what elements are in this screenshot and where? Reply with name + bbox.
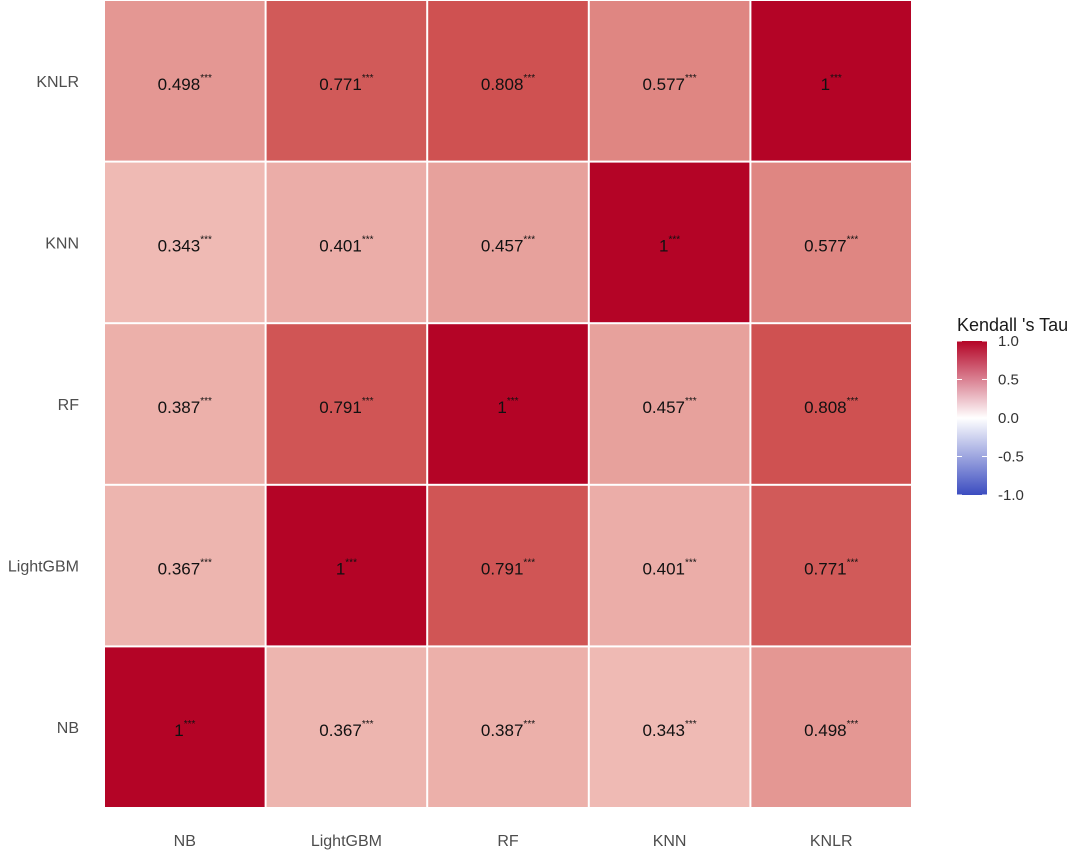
cell-value-label: 0.791*** <box>319 396 373 417</box>
heatmap-cell-knlr-rf: 0.808*** <box>428 1 588 161</box>
y-tick-label-lightgbm: LightGBM <box>8 559 79 576</box>
heatmap-cell-nb-nb: 1*** <box>105 647 265 807</box>
y-tick-label-rf: RF <box>58 397 80 414</box>
cell-value-label: 0.457*** <box>481 234 535 255</box>
y-tick-label-knn: KNN <box>45 235 79 252</box>
heatmap-cell-lightgbm-knlr: 0.771*** <box>751 485 911 646</box>
heatmap-cell-knn-knn: 1*** <box>589 162 750 323</box>
cell-value-label: 1*** <box>659 234 680 255</box>
cell-value-label: 1*** <box>497 396 518 417</box>
heatmap-cell-fill <box>266 324 427 484</box>
cell-value-label: 0.457*** <box>642 396 696 417</box>
cell-value-label: 0.808*** <box>481 73 535 94</box>
heatmap-cell-nb-rf: 0.387*** <box>428 647 588 807</box>
color-legend: Kendall 's Tau 1.0 0.5 0.0 -0.5 -1.0 <box>957 315 1068 504</box>
heatmap-cell-knn-lightgbm: 0.401*** <box>266 162 427 323</box>
cell-value-label: 0.401*** <box>642 558 696 579</box>
x-tick-label-rf: RF <box>497 833 519 850</box>
cell-value-label: 0.498*** <box>804 719 858 740</box>
heatmap-cell-fill <box>589 647 750 807</box>
y-tick-label-nb: NB <box>57 720 79 737</box>
heatmap-cell-fill <box>105 485 265 646</box>
heatmap-cell-fill <box>428 324 588 484</box>
legend-tick-label: -1.0 <box>998 487 1024 504</box>
heatmap-cells: 1*** 0.367*** 0.387*** 0.343*** 0.498*** 0.36… <box>105 1 911 807</box>
heatmap-cell-fill <box>751 162 911 323</box>
y-axis-tick-labels: NB LightGBM RF KNN KNLR <box>8 74 79 737</box>
heatmap-cell-fill <box>751 485 911 646</box>
heatmap-cell-fill <box>266 162 427 323</box>
heatmap-cell-rf-rf: 1*** <box>428 324 588 484</box>
cell-value-label: 1*** <box>336 558 357 579</box>
heatmap-cell-lightgbm-lightgbm: 1*** <box>266 485 427 646</box>
heatmap-cell-knn-knlr: 0.577*** <box>751 162 911 323</box>
heatmap-cell-lightgbm-rf: 0.791*** <box>428 485 588 646</box>
cell-value-label: 0.387*** <box>158 396 212 417</box>
cell-value-label: 0.343*** <box>158 234 212 255</box>
legend-tick-label: 1.0 <box>998 333 1019 350</box>
heatmap-cell-knlr-lightgbm: 0.771*** <box>266 1 427 161</box>
cell-value-label: 1*** <box>821 73 842 94</box>
cell-value-label: 0.401*** <box>319 234 373 255</box>
heatmap-cell-fill <box>428 485 588 646</box>
x-tick-label-knlr: KNLR <box>810 833 853 850</box>
heatmap-cell-knlr-knn: 0.577*** <box>589 1 750 161</box>
y-tick-label-knlr: KNLR <box>36 74 79 91</box>
heatmap-cell-rf-nb: 0.387*** <box>105 324 265 484</box>
cell-value-label: 0.577*** <box>804 234 858 255</box>
heatmap-cell-knlr-knlr: 1*** <box>751 1 911 161</box>
cell-value-label: 0.808*** <box>804 396 858 417</box>
heatmap-cell-fill <box>428 162 588 323</box>
cell-value-label: 0.387*** <box>481 719 535 740</box>
heatmap-cell-fill <box>266 1 427 161</box>
heatmap-cell-fill <box>751 324 911 484</box>
heatmap-cell-fill <box>589 485 750 646</box>
heatmap-cell-fill <box>589 324 750 484</box>
legend-tick-label: 0.0 <box>998 410 1019 427</box>
cell-value-label: 0.771*** <box>804 558 858 579</box>
heatmap-cell-nb-knn: 0.343*** <box>589 647 750 807</box>
cell-value-label: 0.343*** <box>642 719 696 740</box>
heatmap-cell-knlr-nb: 0.498*** <box>105 1 265 161</box>
cell-value-label: 0.367*** <box>319 719 373 740</box>
heatmap-cell-rf-lightgbm: 0.791*** <box>266 324 427 484</box>
cell-value-label: 0.791*** <box>481 558 535 579</box>
cell-value-label: 0.771*** <box>319 73 373 94</box>
x-tick-label-knn: KNN <box>653 833 687 850</box>
heatmap-cell-nb-knlr: 0.498*** <box>751 647 911 807</box>
heatmap-cell-fill <box>105 1 265 161</box>
heatmap-cell-nb-lightgbm: 0.367*** <box>266 647 427 807</box>
legend-tick-label: -0.5 <box>998 449 1024 466</box>
heatmap-cell-rf-knn: 0.457*** <box>589 324 750 484</box>
x-tick-label-nb: NB <box>174 833 196 850</box>
cell-value-label: 0.367*** <box>158 558 212 579</box>
heatmap-cell-fill <box>105 162 265 323</box>
heatmap-cell-fill <box>105 647 265 807</box>
heatmap-cell-lightgbm-knn: 0.401*** <box>589 485 750 646</box>
heatmap-cell-fill <box>266 485 427 646</box>
heatmap-cell-fill <box>266 647 427 807</box>
x-axis-tick-labels: NB LightGBM RF KNN KNLR <box>174 833 853 850</box>
heatmap-cell-fill <box>751 1 911 161</box>
heatmap-cell-lightgbm-nb: 0.367*** <box>105 485 265 646</box>
cell-value-label: 1*** <box>174 719 195 740</box>
legend-tick-labels: 1.0 0.5 0.0 -0.5 -1.0 <box>957 333 1024 504</box>
legend-title: Kendall 's Tau <box>957 315 1068 335</box>
heatmap-cell-knn-rf: 0.457*** <box>428 162 588 323</box>
cell-value-label: 0.498*** <box>158 73 212 94</box>
heatmap-cell-fill <box>105 324 265 484</box>
heatmap-cell-fill <box>428 647 588 807</box>
heatmap-cell-fill <box>751 647 911 807</box>
heatmap-cell-fill <box>428 1 588 161</box>
cell-value-label: 0.577*** <box>642 73 696 94</box>
heatmap-cell-fill <box>589 1 750 161</box>
heatmap-cell-fill <box>589 162 750 323</box>
legend-tick-label: 0.5 <box>998 372 1019 389</box>
x-tick-label-lightgbm: LightGBM <box>311 833 382 850</box>
heatmap-cell-knn-nb: 0.343*** <box>105 162 265 323</box>
heatmap-cell-rf-knlr: 0.808*** <box>751 324 911 484</box>
